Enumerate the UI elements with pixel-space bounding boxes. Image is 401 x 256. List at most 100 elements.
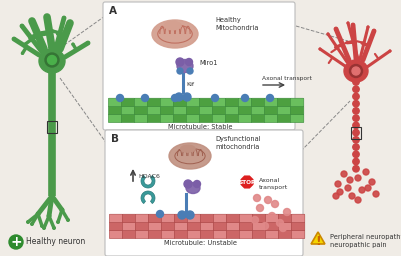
Circle shape bbox=[373, 30, 375, 33]
Circle shape bbox=[257, 205, 263, 211]
FancyBboxPatch shape bbox=[122, 98, 135, 106]
Text: Axonal
transport: Axonal transport bbox=[259, 178, 288, 190]
Circle shape bbox=[353, 144, 359, 150]
Circle shape bbox=[261, 222, 269, 229]
Circle shape bbox=[353, 101, 359, 107]
FancyBboxPatch shape bbox=[134, 114, 148, 123]
Circle shape bbox=[277, 219, 284, 227]
FancyBboxPatch shape bbox=[148, 222, 162, 231]
FancyBboxPatch shape bbox=[290, 106, 304, 115]
FancyBboxPatch shape bbox=[173, 114, 187, 123]
Circle shape bbox=[45, 53, 59, 67]
FancyBboxPatch shape bbox=[239, 106, 252, 115]
FancyBboxPatch shape bbox=[277, 106, 291, 115]
Circle shape bbox=[347, 22, 349, 24]
FancyBboxPatch shape bbox=[148, 106, 161, 115]
FancyBboxPatch shape bbox=[239, 230, 253, 239]
FancyBboxPatch shape bbox=[278, 214, 292, 223]
Circle shape bbox=[345, 185, 351, 191]
Circle shape bbox=[22, 52, 24, 54]
FancyBboxPatch shape bbox=[227, 230, 240, 239]
Circle shape bbox=[367, 26, 369, 28]
FancyBboxPatch shape bbox=[252, 230, 266, 239]
FancyBboxPatch shape bbox=[136, 222, 149, 231]
Circle shape bbox=[30, 19, 34, 23]
Circle shape bbox=[31, 223, 33, 225]
FancyBboxPatch shape bbox=[278, 230, 292, 239]
Ellipse shape bbox=[344, 60, 368, 82]
FancyBboxPatch shape bbox=[292, 222, 305, 231]
Ellipse shape bbox=[186, 183, 200, 194]
Circle shape bbox=[176, 58, 184, 66]
Circle shape bbox=[63, 17, 65, 19]
FancyBboxPatch shape bbox=[277, 98, 291, 106]
Circle shape bbox=[53, 227, 55, 229]
FancyBboxPatch shape bbox=[161, 230, 175, 239]
Circle shape bbox=[389, 50, 391, 52]
FancyBboxPatch shape bbox=[136, 230, 149, 239]
Ellipse shape bbox=[164, 21, 182, 30]
Circle shape bbox=[279, 225, 286, 231]
Circle shape bbox=[177, 68, 183, 74]
FancyBboxPatch shape bbox=[265, 222, 279, 231]
Text: B: B bbox=[111, 134, 119, 144]
Circle shape bbox=[355, 197, 361, 203]
Circle shape bbox=[142, 94, 148, 101]
FancyBboxPatch shape bbox=[264, 106, 278, 115]
Circle shape bbox=[353, 130, 359, 136]
Circle shape bbox=[57, 221, 59, 223]
FancyBboxPatch shape bbox=[200, 230, 214, 239]
Circle shape bbox=[359, 187, 365, 193]
FancyBboxPatch shape bbox=[186, 98, 200, 106]
Circle shape bbox=[253, 195, 261, 201]
FancyBboxPatch shape bbox=[108, 106, 122, 115]
FancyBboxPatch shape bbox=[292, 214, 305, 223]
FancyBboxPatch shape bbox=[109, 214, 123, 223]
FancyBboxPatch shape bbox=[227, 222, 240, 231]
FancyBboxPatch shape bbox=[213, 98, 226, 106]
Circle shape bbox=[175, 93, 183, 101]
Circle shape bbox=[36, 212, 40, 216]
Circle shape bbox=[267, 94, 273, 101]
Text: Microtubule: Stable: Microtubule: Stable bbox=[168, 124, 232, 130]
Circle shape bbox=[40, 32, 43, 35]
Wedge shape bbox=[141, 191, 155, 204]
FancyBboxPatch shape bbox=[213, 230, 227, 239]
FancyBboxPatch shape bbox=[122, 106, 135, 115]
Circle shape bbox=[183, 93, 191, 101]
Bar bbox=[47, 121, 57, 133]
FancyBboxPatch shape bbox=[134, 98, 148, 106]
FancyBboxPatch shape bbox=[199, 106, 213, 115]
Circle shape bbox=[211, 94, 219, 101]
Circle shape bbox=[72, 43, 74, 45]
Circle shape bbox=[352, 24, 354, 26]
FancyBboxPatch shape bbox=[103, 2, 295, 130]
Ellipse shape bbox=[180, 145, 196, 153]
Circle shape bbox=[341, 171, 347, 177]
Circle shape bbox=[353, 86, 359, 92]
Circle shape bbox=[194, 180, 200, 187]
FancyBboxPatch shape bbox=[122, 230, 136, 239]
FancyBboxPatch shape bbox=[160, 114, 174, 123]
FancyBboxPatch shape bbox=[265, 230, 279, 239]
Circle shape bbox=[184, 180, 192, 188]
FancyBboxPatch shape bbox=[174, 222, 188, 231]
FancyBboxPatch shape bbox=[264, 114, 278, 123]
FancyBboxPatch shape bbox=[148, 214, 162, 223]
Text: Kif: Kif bbox=[186, 81, 194, 87]
Circle shape bbox=[68, 21, 72, 25]
Circle shape bbox=[353, 79, 359, 85]
Circle shape bbox=[43, 227, 45, 229]
Polygon shape bbox=[311, 232, 325, 244]
Circle shape bbox=[186, 211, 194, 219]
Circle shape bbox=[353, 166, 359, 172]
Circle shape bbox=[187, 68, 193, 74]
Circle shape bbox=[284, 208, 290, 216]
Bar bbox=[351, 127, 361, 139]
FancyBboxPatch shape bbox=[290, 114, 304, 123]
Circle shape bbox=[269, 212, 275, 219]
FancyBboxPatch shape bbox=[161, 214, 175, 223]
FancyBboxPatch shape bbox=[199, 114, 213, 123]
FancyBboxPatch shape bbox=[213, 214, 227, 223]
Circle shape bbox=[156, 210, 164, 218]
